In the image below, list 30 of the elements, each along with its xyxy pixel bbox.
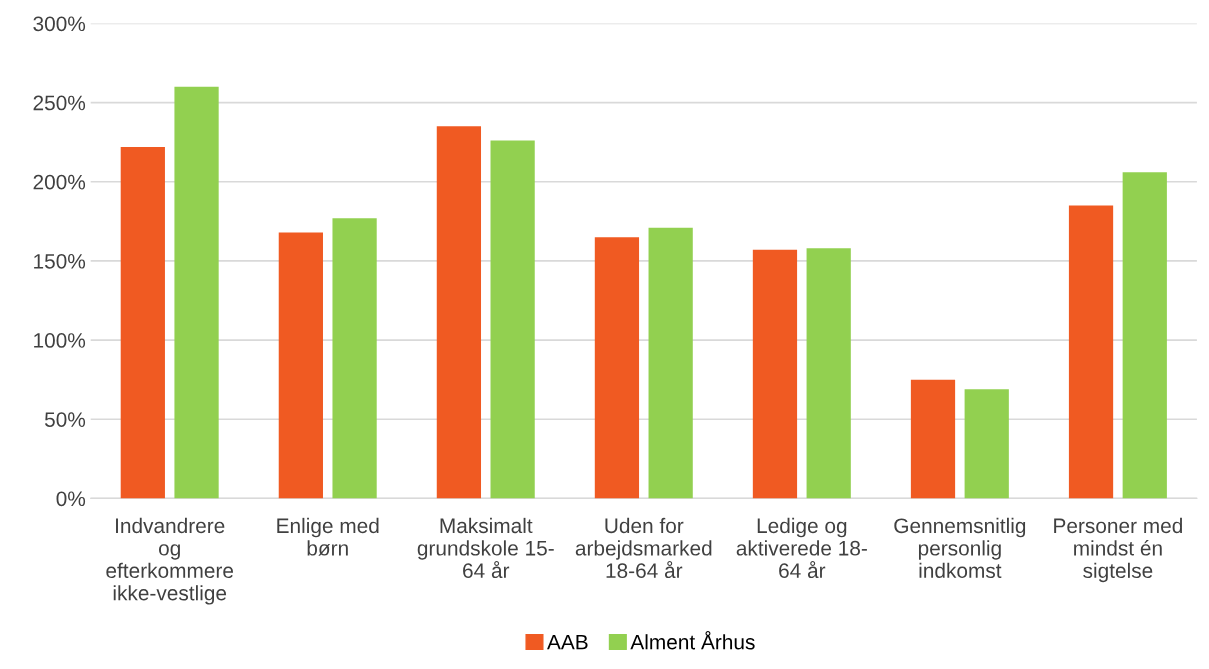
legend-label: AAB [547, 634, 588, 650]
x-tick-label: Gennemsnitlig personlig indkomst [894, 517, 1026, 579]
y-tick-label: 150% [34, 253, 86, 269]
x-tick-label: Ledige og aktiverede 18- 64 år [736, 517, 867, 579]
x-tick-label: Personer med mindst én sigtelse [1054, 517, 1182, 583]
y-tick-label: 300% [33, 16, 86, 32]
legend-label: Alment Århus [630, 631, 755, 650]
bar [910, 379, 956, 499]
y-tick-label: 250% [33, 95, 86, 111]
bar [1122, 172, 1167, 499]
bar [120, 146, 165, 499]
y-tick-label: 100% [34, 333, 86, 348]
x-tick-label: Uden for arbejdsmarked 18-64 år [575, 517, 712, 579]
bar [964, 389, 1009, 499]
x-tick-label: Enlige med børn [277, 517, 379, 556]
bar [332, 218, 377, 499]
bar [174, 86, 219, 499]
bar [490, 140, 535, 499]
y-tick-label: 200% [33, 174, 86, 190]
bar [752, 249, 798, 499]
bar [1068, 205, 1114, 499]
bar [648, 227, 693, 499]
bar [278, 232, 323, 499]
x-tick-label: Maksimalt grundskole 15- 64 år [417, 517, 554, 579]
bar [806, 248, 851, 499]
bar [436, 126, 482, 499]
y-tick-label: 50% [44, 412, 86, 427]
bar [594, 237, 640, 499]
x-tick-label: Indvandrere og efterkommere ikke-vestlige [106, 517, 234, 605]
y-tick-label: 0% [56, 491, 86, 507]
